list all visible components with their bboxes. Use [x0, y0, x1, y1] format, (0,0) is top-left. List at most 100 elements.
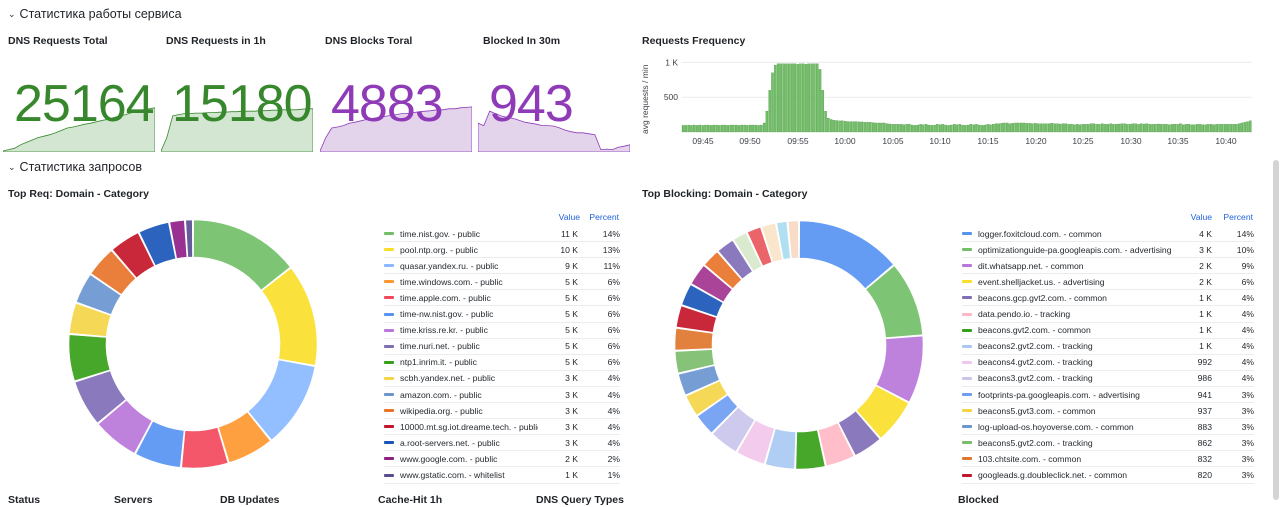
- legend-label: data.pendo.io. - tracking: [978, 309, 1071, 319]
- freq-bar: [684, 125, 688, 133]
- legend-row[interactable]: beacons.gcp.gvt2.com. - common 1 K 4%: [962, 290, 1254, 307]
- legend-row[interactable]: logger.foxitcloud.com. - common 4 K 14%: [962, 226, 1254, 242]
- legend-head-value[interactable]: Value: [1190, 212, 1212, 222]
- legend-swatch: [384, 409, 394, 413]
- legend-label: beacons3.gvt2.com. - tracking: [978, 373, 1093, 384]
- legend-row[interactable]: dit.whatsapp.net. - common 2 K 9%: [962, 258, 1254, 275]
- x-tick-label: 10:35: [1167, 136, 1189, 146]
- page-scrollbar[interactable]: [1273, 160, 1279, 500]
- y-axis-label: avg requests / min: [640, 64, 650, 134]
- legend-row[interactable]: amazon.com. - public 3 K 4%: [384, 387, 620, 403]
- legend-percent: 6%: [607, 309, 620, 319]
- freq-bar: [1184, 124, 1188, 133]
- legend-row[interactable]: time.windows.com. - public 5 K 6%: [384, 274, 620, 291]
- legend-row[interactable]: event.shelljacket.us. - advertising 2 K 6%: [962, 274, 1254, 291]
- legend-label: amazon.com. - public: [400, 389, 482, 400]
- legend-row[interactable]: footprints-pa.googleapis.com. - advertis…: [962, 387, 1254, 403]
- legend-swatch: [384, 441, 394, 445]
- legend-row[interactable]: scbh.yandex.net. - public 3 K 4%: [384, 371, 620, 387]
- legend-row[interactable]: log-upload-os.hoyoverse.com. - common 883…: [962, 419, 1254, 436]
- freq-bar: [1053, 123, 1056, 133]
- legend-swatch: [962, 264, 972, 268]
- legend-label: beacons.gcp.gvt2.com. - common: [978, 292, 1107, 303]
- freq-bar: [1078, 124, 1082, 133]
- legend-percent: 14%: [1236, 228, 1254, 239]
- legend-row[interactable]: beacons5.gvt2.com. - tracking 862 3%: [962, 435, 1254, 452]
- legend-label: beacons5.gvt3.com. - common: [978, 405, 1096, 416]
- freq-bar: [1011, 123, 1015, 133]
- row-request-stats[interactable]: ⌄ Статистика запросов: [8, 160, 142, 174]
- donut-slice: [75, 274, 122, 315]
- legend-row[interactable]: www.google.com. - public 2 K 2%: [384, 451, 620, 468]
- freq-bar: [1100, 123, 1104, 133]
- legend-head-percent[interactable]: Percent: [589, 212, 619, 222]
- legend-row[interactable]: beacons5.gvt3.com. - common 937 3%: [962, 403, 1254, 420]
- legend-value: 11 K: [560, 228, 578, 239]
- freq-bar: [810, 63, 813, 133]
- legend-percent: 4%: [1241, 292, 1254, 303]
- freq-bar: [871, 122, 875, 133]
- legend-row[interactable]: beacons4.gvt2.com. - tracking 992 4%: [962, 355, 1254, 371]
- freq-bar: [1014, 122, 1017, 133]
- legend-row[interactable]: 10000.mt.sg.iot.dreame.tech. - public 3 K…: [384, 419, 620, 436]
- legend-row[interactable]: quasar.yandex.ru. - public 9 K 11%: [384, 258, 620, 275]
- freq-bar: [1075, 124, 1079, 133]
- legend-row[interactable]: optimizationguide-pa.googleapis.com. - a…: [962, 242, 1254, 259]
- legend-row[interactable]: 103.chtsite.com. - common 832 3%: [962, 451, 1254, 468]
- freq-bar: [746, 125, 749, 133]
- legend-label: scbh.yandex.net. - public: [400, 373, 496, 384]
- row-service-stats[interactable]: ⌄ Статистика работы сервиса: [8, 7, 182, 21]
- legend-swatch: [962, 393, 972, 396]
- legend-value: 5 K: [565, 325, 578, 336]
- donut-slice: [838, 410, 881, 456]
- legend-row[interactable]: a.root-servers.net. - public 3 K 4%: [384, 435, 620, 452]
- legend-head-value[interactable]: Value: [558, 212, 580, 222]
- freq-bar: [1028, 123, 1031, 133]
- legend-swatch: [384, 393, 394, 396]
- legend-value: 1 K: [1199, 292, 1212, 303]
- freq-bar: [1235, 124, 1238, 133]
- top-req-donut: [68, 219, 318, 469]
- legend-row[interactable]: googleads.g.doubleclick.net. - common 820…: [962, 468, 1254, 484]
- freq-bar: [832, 120, 836, 133]
- freq-bar: [883, 122, 886, 133]
- donut-slice: [674, 349, 715, 374]
- legend-row[interactable]: wikipedia.org. - public 3 K 4%: [384, 403, 620, 420]
- freq-bar: [958, 124, 961, 133]
- legend-label: www.google.com. - public: [400, 453, 498, 464]
- donut-slice: [697, 394, 739, 434]
- legend-row[interactable]: pool.ntp.org. - public 10 K 13%: [384, 242, 620, 259]
- freq-bar: [1218, 124, 1221, 133]
- freq-bar: [952, 124, 956, 133]
- donut-slice: [704, 251, 742, 289]
- legend-row[interactable]: time.kriss.re.kr. - public 5 K 6%: [384, 323, 620, 339]
- freq-bar: [1050, 123, 1054, 133]
- legend-label: quasar.yandex.ru. - public: [400, 260, 499, 271]
- top-blocking-donut: [674, 220, 924, 470]
- legend-row[interactable]: ntp1.inrim.it. - public 5 K 6%: [384, 355, 620, 371]
- legend-row[interactable]: www.gstatic.com. - whitelist 1 K 1%: [384, 468, 620, 484]
- freq-bar: [852, 121, 855, 133]
- stat-sparkline: [3, 107, 155, 152]
- donut-slice: [761, 222, 783, 263]
- legend-row[interactable]: beacons2.gvt2.com. - tracking 1 K 4%: [962, 339, 1254, 355]
- freq-bar: [804, 64, 808, 133]
- legend-row[interactable]: time.nist.gov. - public 11 K 14%: [384, 226, 620, 242]
- legend-row[interactable]: beacons3.gvt2.com. - tracking 986 4%: [962, 371, 1254, 387]
- freq-bar: [924, 124, 928, 133]
- freq-bar: [902, 124, 906, 133]
- freq-bar: [1039, 123, 1042, 133]
- freq-bar: [1187, 124, 1191, 133]
- legend-row[interactable]: data.pendo.io. - tracking 1 K 4%: [962, 307, 1254, 323]
- legend-label: time-nw.nist.gov. - public: [400, 309, 494, 319]
- freq-bar: [790, 63, 794, 133]
- freq-bar: [1204, 124, 1207, 133]
- legend-row[interactable]: beacons.gvt2.com. - common 1 K 4%: [962, 323, 1254, 339]
- legend-row[interactable]: time.apple.com. - public 5 K 6%: [384, 290, 620, 307]
- legend-value: 3 K: [565, 405, 578, 416]
- donut-slice: [776, 221, 791, 260]
- legend-head-percent[interactable]: Percent: [1223, 212, 1253, 222]
- freq-bar: [919, 124, 922, 133]
- legend-row[interactable]: time.nuri.net. - public 5 K 6%: [384, 339, 620, 355]
- legend-row[interactable]: time-nw.nist.gov. - public 5 K 6%: [384, 307, 620, 323]
